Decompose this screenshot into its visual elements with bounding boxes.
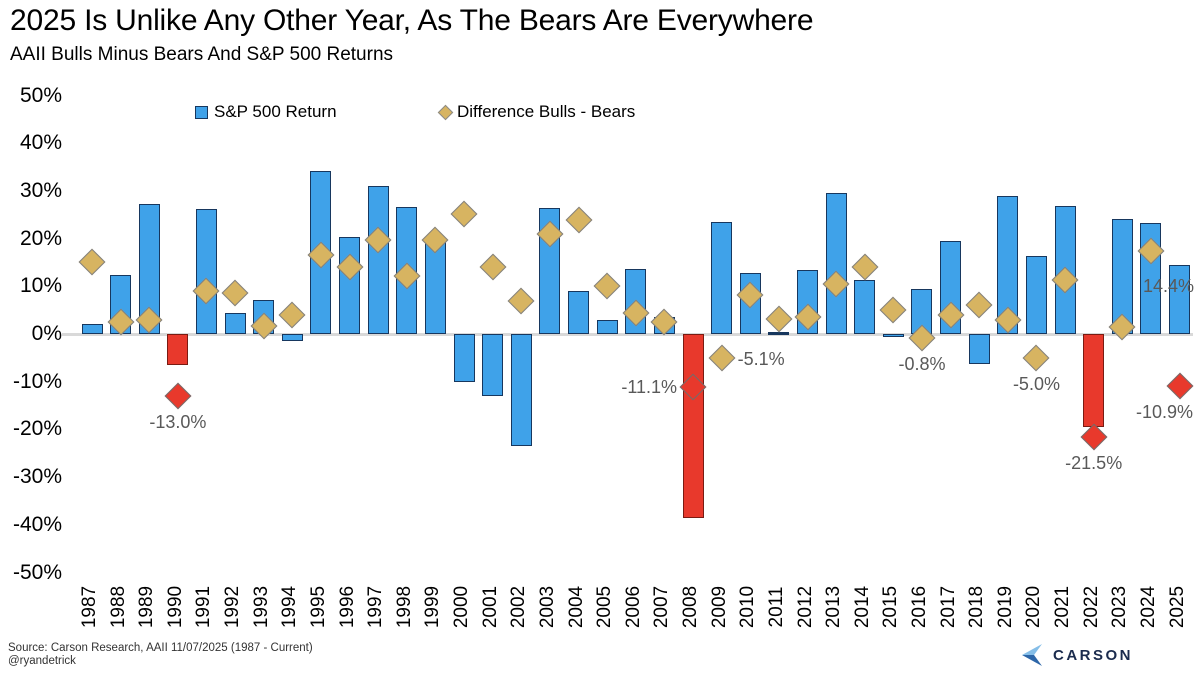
bar-2009 [711, 221, 733, 334]
y-axis-label: -20% [12, 417, 62, 441]
carson-chevron-icon [1022, 644, 1042, 666]
data-label-2009-diamond: -5.1% [737, 349, 785, 370]
y-axis-label: 10% [19, 274, 62, 298]
page-title: 2025 Is Unlike Any Other Year, As The Be… [10, 4, 814, 37]
carson-logo-text: CARSON [1053, 646, 1134, 664]
bar-2002 [510, 334, 532, 446]
bar-2014 [854, 279, 876, 334]
source-handle: @ryandetrick [8, 655, 76, 667]
bar-2019 [997, 196, 1019, 334]
y-axis-label: -50% [12, 560, 62, 584]
data-label-2008-diamond: -11.1% [621, 376, 678, 397]
data-label-2025-bar: 14.4% [1143, 276, 1195, 297]
diamond-2015 [879, 296, 907, 324]
chart-subtitle: AAII Bulls Minus Bears And S&P 500 Retur… [10, 44, 394, 65]
bar-2022 [1083, 334, 1105, 427]
bar-1991 [195, 208, 217, 334]
diamond-2005 [593, 272, 621, 300]
bar-1989 [138, 203, 160, 334]
y-axis-label: -40% [12, 512, 62, 536]
source-line: Source: Carson Research, AAII 11/07/2025… [8, 642, 313, 654]
diamond-2018 [965, 291, 993, 319]
data-label-2016-diamond: -0.8% [898, 353, 946, 374]
diamond-2009 [708, 344, 736, 372]
y-axis-label: -10% [12, 369, 62, 393]
y-axis-label: 0% [31, 322, 62, 345]
diamond-2001 [479, 253, 507, 281]
data-label-1990-diamond: -13.0% [149, 412, 207, 432]
bar-2018 [968, 334, 990, 364]
y-axis-label: 50% [19, 83, 62, 107]
diamond-2002 [507, 287, 535, 315]
y-axis-label: 30% [19, 178, 62, 202]
bar-1997 [367, 186, 389, 334]
bar-2008 [682, 334, 704, 518]
diamond-1990 [164, 382, 192, 410]
bar-1999 [424, 240, 446, 334]
diamond-1987 [78, 249, 106, 276]
data-label-2025-diamond: -10.9% [1135, 401, 1193, 422]
source-note: Source: Carson Research, AAII 11/07/2025… [8, 642, 313, 668]
bar-2015 [882, 334, 904, 338]
bar-2000 [453, 334, 475, 383]
legend-sp500-label: S&P 500 Return [214, 102, 337, 121]
legend-difference-label: Difference Bulls - Bears [457, 102, 636, 121]
bar-1994 [281, 334, 303, 342]
data-label-2020-diamond: -5.0% [1012, 373, 1060, 394]
zero-baseline [62, 333, 1193, 336]
bar-2020 [1025, 256, 1047, 334]
diamond-2011 [765, 305, 793, 333]
bar-1992 [224, 312, 246, 334]
blue-square-legend-icon [195, 105, 208, 119]
diamond-2022 [1080, 423, 1108, 450]
y-axis-label: 20% [19, 226, 62, 250]
diamond-2000 [450, 200, 478, 228]
bar-2001 [482, 334, 504, 396]
bar-2025 [1169, 265, 1191, 334]
bar-2013 [825, 192, 847, 334]
bar-1990 [167, 334, 189, 366]
y-axis-label: -30% [12, 465, 62, 489]
y-axis-label: 40% [19, 131, 62, 155]
diamond-2004 [565, 206, 592, 233]
bar-1987 [81, 324, 103, 334]
diamond-2025 [1166, 372, 1193, 400]
diamond-1994 [278, 301, 306, 329]
legend-sp500: S&P 500 Return [195, 101, 337, 123]
legend-difference: Difference Bulls - Bears [437, 101, 636, 123]
data-label-2022-diamond: -21.5% [1065, 452, 1123, 473]
diamond-1992 [221, 279, 249, 307]
diamond-2014 [851, 253, 879, 281]
bar-2004 [568, 291, 590, 334]
bar-2011 [768, 332, 790, 335]
bar-1996 [339, 237, 361, 334]
carson-logo: CARSON [1020, 643, 1133, 667]
diamond-2020 [1023, 344, 1050, 372]
x-axis-label-2025: 2025 [1166, 585, 1188, 629]
bar-2005 [596, 319, 618, 334]
